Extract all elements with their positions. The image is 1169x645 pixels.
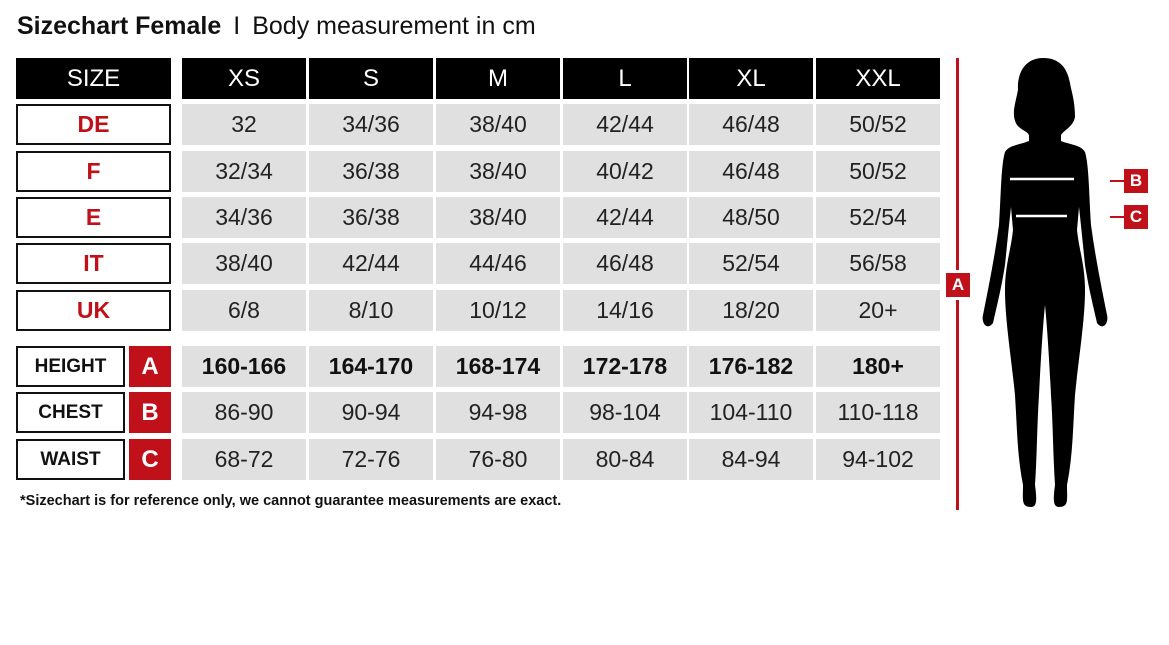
size-cell: 52/54 [816, 197, 940, 238]
height-line-top [956, 58, 959, 270]
measurement-label-waist: WAIST [16, 439, 125, 480]
size-cell: 20+ [816, 290, 940, 331]
size-header-label: SIZE [16, 58, 171, 99]
measurement-cell: 168-174 [436, 346, 560, 387]
title-subtitle: Body measurement in cm [252, 12, 536, 40]
measurement-cell: 164-170 [309, 346, 433, 387]
measurement-cell: 180+ [816, 346, 940, 387]
disclaimer-note: *Sizechart is for reference only, we can… [20, 493, 562, 509]
measurement-cell: 68-72 [182, 439, 306, 480]
region-label-it: IT [16, 243, 171, 284]
measurement-label-chest: CHEST [16, 392, 125, 433]
size-cell: 46/48 [689, 151, 813, 192]
measurement-cell: 176-182 [689, 346, 813, 387]
size-header-xs: XS [182, 58, 306, 99]
size-header-xxl: XXL [816, 58, 940, 99]
size-cell: 34/36 [309, 104, 433, 145]
chest-marker-line [1110, 180, 1124, 182]
region-label-uk: UK [16, 290, 171, 331]
size-cell: 34/36 [182, 197, 306, 238]
size-cell: 14/16 [563, 290, 687, 331]
measurement-cell: 80-84 [563, 439, 687, 480]
measurement-cell: 94-102 [816, 439, 940, 480]
size-cell: 32/34 [182, 151, 306, 192]
waist-marker-line [1110, 216, 1124, 218]
size-cell: 44/46 [436, 243, 560, 284]
size-cell: 56/58 [816, 243, 940, 284]
size-cell: 10/12 [436, 290, 560, 331]
size-cell: 38/40 [436, 151, 560, 192]
measurement-cell: 172-178 [563, 346, 687, 387]
size-cell: 48/50 [689, 197, 813, 238]
size-cell: 8/10 [309, 290, 433, 331]
size-cell: 32 [182, 104, 306, 145]
page-title: Sizechart Female I Body measurement in cm [17, 12, 536, 41]
height-line-bottom [956, 300, 959, 510]
measurement-cell: 76-80 [436, 439, 560, 480]
measurement-cell: 110-118 [816, 392, 940, 433]
height-marker-a: A [946, 273, 970, 297]
measurement-label-height: HEIGHT [16, 346, 125, 387]
size-header-m: M [436, 58, 560, 99]
size-cell: 50/52 [816, 151, 940, 192]
size-cell: 38/40 [436, 104, 560, 145]
waist-marker-c: C [1124, 205, 1148, 229]
size-header-l: L [563, 58, 687, 99]
measurement-cell: 104-110 [689, 392, 813, 433]
region-label-de: DE [16, 104, 171, 145]
size-cell: 46/48 [563, 243, 687, 284]
size-cell: 38/40 [436, 197, 560, 238]
chest-marker-b: B [1124, 169, 1148, 193]
size-cell: 18/20 [689, 290, 813, 331]
size-cell: 6/8 [182, 290, 306, 331]
title-separator: I [233, 12, 241, 40]
region-label-f: F [16, 151, 171, 192]
size-cell: 50/52 [816, 104, 940, 145]
size-cell: 42/44 [563, 104, 687, 145]
measurement-cell: 90-94 [309, 392, 433, 433]
region-label-e: E [16, 197, 171, 238]
measurement-key-b: B [129, 392, 171, 433]
measurement-cell: 72-76 [309, 439, 433, 480]
size-cell: 42/44 [309, 243, 433, 284]
measurement-cell: 94-98 [436, 392, 560, 433]
size-cell: 52/54 [689, 243, 813, 284]
size-cell: 36/38 [309, 151, 433, 192]
size-cell: 36/38 [309, 197, 433, 238]
measurement-cell: 98-104 [563, 392, 687, 433]
female-silhouette-icon [982, 58, 1108, 507]
size-cell: 42/44 [563, 197, 687, 238]
size-cell: 46/48 [689, 104, 813, 145]
measurement-cell: 86-90 [182, 392, 306, 433]
measurement-cell: 160-166 [182, 346, 306, 387]
measurement-cell: 84-94 [689, 439, 813, 480]
measurement-key-c: C [129, 439, 171, 480]
size-header-s: S [309, 58, 433, 99]
title-main: Sizechart Female [17, 12, 222, 40]
size-cell: 40/42 [563, 151, 687, 192]
size-header-xl: XL [689, 58, 813, 99]
measurement-key-a: A [129, 346, 171, 387]
size-cell: 38/40 [182, 243, 306, 284]
